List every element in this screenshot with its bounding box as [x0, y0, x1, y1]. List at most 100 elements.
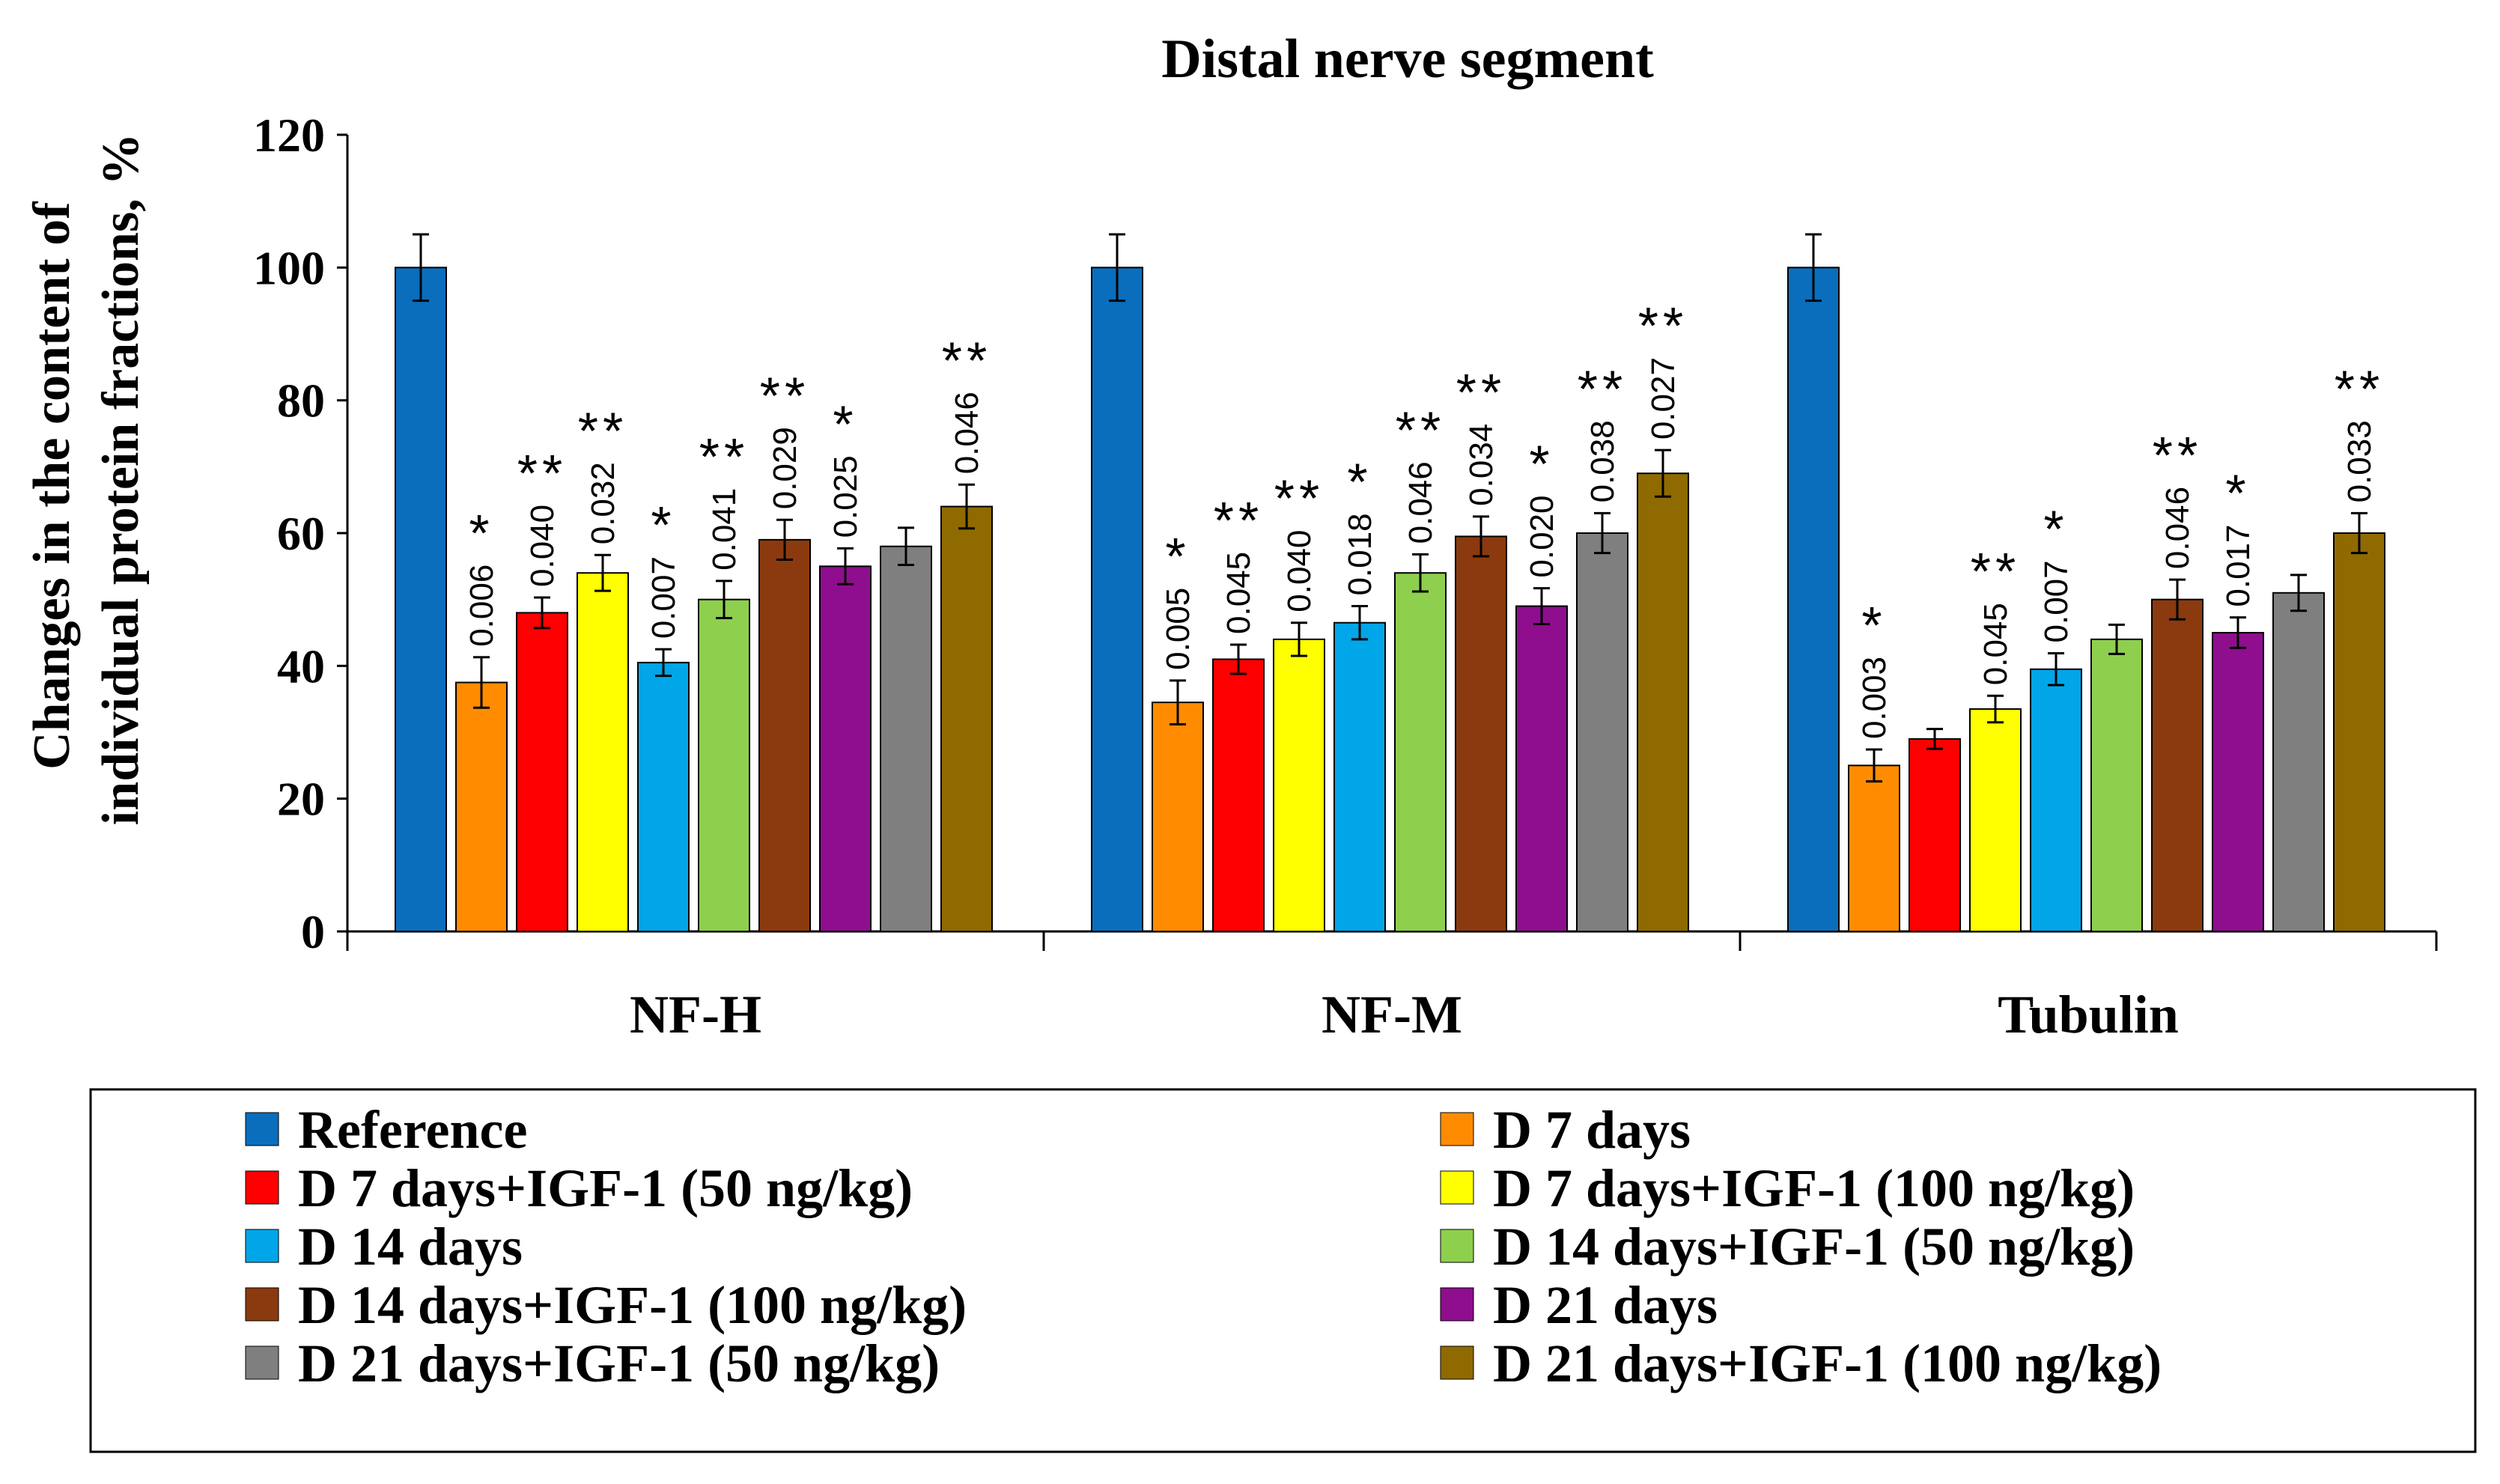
y-tick-label: 120 — [253, 109, 325, 162]
bar — [698, 598, 750, 933]
bar — [1515, 605, 1568, 932]
y-tick-label: 80 — [277, 374, 325, 428]
legend-swatch — [245, 1229, 279, 1263]
y-tick-label: 60 — [277, 507, 325, 560]
significance-stars: ** — [942, 331, 991, 389]
p-value-label: 0.040 — [524, 505, 561, 587]
bar — [1637, 472, 1689, 932]
bar — [1787, 267, 1840, 933]
significance-stars: ** — [699, 428, 749, 486]
legend-swatch — [1440, 1345, 1474, 1380]
significance-stars: ** — [578, 401, 627, 460]
y-tick-label: 0 — [301, 905, 325, 958]
significance-stars: ** — [1214, 491, 1263, 550]
y-tick-label: 20 — [277, 773, 325, 826]
p-value-label: 0.018 — [1342, 513, 1378, 595]
p-value-label: 0.007 — [645, 556, 682, 639]
p-value-label: 0.032 — [585, 462, 621, 544]
significance-stars: ** — [2335, 359, 2384, 418]
legend-entry: D 21 days+IGF-1 (50 ng/kg) — [298, 1334, 940, 1393]
legend-entry: D 21 days — [1493, 1275, 1718, 1335]
significance-stars: * — [833, 395, 857, 453]
legend-entry: D 7 days — [1493, 1100, 1691, 1160]
p-value-label: 0.027 — [1645, 357, 1682, 440]
bar — [1091, 267, 1143, 933]
p-value-label: 0.029 — [767, 427, 803, 509]
bar — [2212, 632, 2264, 932]
p-value-label: 0.033 — [2341, 420, 2378, 502]
bar — [2090, 638, 2143, 932]
legend-entry: D 14 days+IGF-1 (50 ng/kg) — [1493, 1217, 2135, 1277]
p-value-label: 0.007 — [2038, 560, 2075, 642]
legend-entry: Reference — [298, 1100, 527, 1160]
significance-stars: * — [1861, 596, 1886, 654]
p-value-label: 0.041 — [706, 488, 743, 571]
significance-stars: * — [651, 496, 675, 554]
bar — [1969, 708, 2022, 932]
bar — [758, 538, 811, 932]
legend-entry: D 14 days — [298, 1217, 523, 1277]
y-tick-label: 100 — [253, 241, 325, 294]
chart-title: Distal nerve segment — [1161, 28, 1654, 90]
bar — [1394, 572, 1447, 932]
significance-stars: ** — [1578, 359, 1627, 418]
significance-stars: ** — [1274, 469, 1324, 528]
legend-entry: D 14 days+IGF-1 (100 ng/kg) — [298, 1275, 967, 1335]
p-value-label: 0.017 — [2220, 524, 2257, 606]
p-value-label: 0.046 — [2159, 487, 2196, 569]
y-axis-label-line-2: individual protein fractions, % — [92, 133, 150, 825]
legend: Reference D 7 days D 7 days+IGF-1 (50 ng/k… — [245, 1100, 2162, 1393]
significance-stars: * — [1529, 435, 1554, 493]
bar — [516, 612, 568, 933]
category-label: NF-M — [1322, 985, 1462, 1044]
bar — [577, 572, 629, 932]
legend-swatch — [245, 1112, 279, 1146]
significance-stars: * — [2225, 464, 2250, 523]
p-value-label: 0.038 — [1584, 420, 1621, 502]
legend-entry: D 7 days+IGF-1 (100 ng/kg) — [1493, 1158, 2135, 1218]
significance-stars: ** — [517, 444, 567, 502]
legend-swatch — [1440, 1170, 1474, 1205]
significance-stars: ** — [760, 366, 809, 425]
category-label: NF-H — [630, 985, 761, 1044]
legend-swatch — [245, 1287, 279, 1322]
bar — [2272, 592, 2325, 932]
p-value-label: 0.040 — [1281, 530, 1318, 612]
significance-stars: * — [1165, 527, 1190, 586]
y-axis-label: Changes in the content of individual pro… — [23, 133, 150, 825]
bar — [819, 565, 872, 932]
bar — [1212, 658, 1265, 932]
legend-swatch — [245, 1345, 279, 1380]
significance-stars: ** — [1396, 401, 1445, 459]
p-value-label: 0.045 — [1977, 603, 2014, 685]
bar — [2333, 532, 2385, 932]
bar — [455, 681, 508, 932]
p-value-label: 0.034 — [1463, 424, 1500, 506]
p-value-label: 0.025 — [827, 455, 864, 538]
bar — [1848, 764, 1900, 932]
significance-stars: * — [469, 504, 493, 562]
p-value-label: 0.045 — [1220, 552, 1257, 634]
bar — [1152, 702, 1204, 932]
y-tick-label: 40 — [277, 639, 325, 693]
bar — [395, 267, 447, 933]
significance-stars: ** — [1638, 297, 1688, 355]
bar — [637, 661, 690, 933]
legend-swatch — [1440, 1229, 1474, 1263]
p-value-label: 0.003 — [1856, 657, 1893, 739]
legend-entry: D 21 days+IGF-1 (100 ng/kg) — [1493, 1334, 2162, 1393]
significance-stars: ** — [1971, 542, 2020, 600]
bar — [880, 545, 932, 932]
y-axis-label-line-1: Changes in the content of — [23, 201, 81, 770]
p-value-label: 0.046 — [1402, 461, 1439, 544]
p-value-label: 0.006 — [463, 565, 500, 647]
significance-stars: * — [1347, 453, 1372, 511]
bar — [940, 505, 993, 932]
significance-stars: ** — [2153, 426, 2202, 484]
legend-entry: D 7 days+IGF-1 (50 ng/kg) — [298, 1158, 913, 1218]
legend-swatch — [1440, 1287, 1474, 1322]
bar — [1909, 738, 1961, 932]
p-value-label: 0.046 — [949, 392, 985, 474]
bar — [1576, 532, 1628, 932]
